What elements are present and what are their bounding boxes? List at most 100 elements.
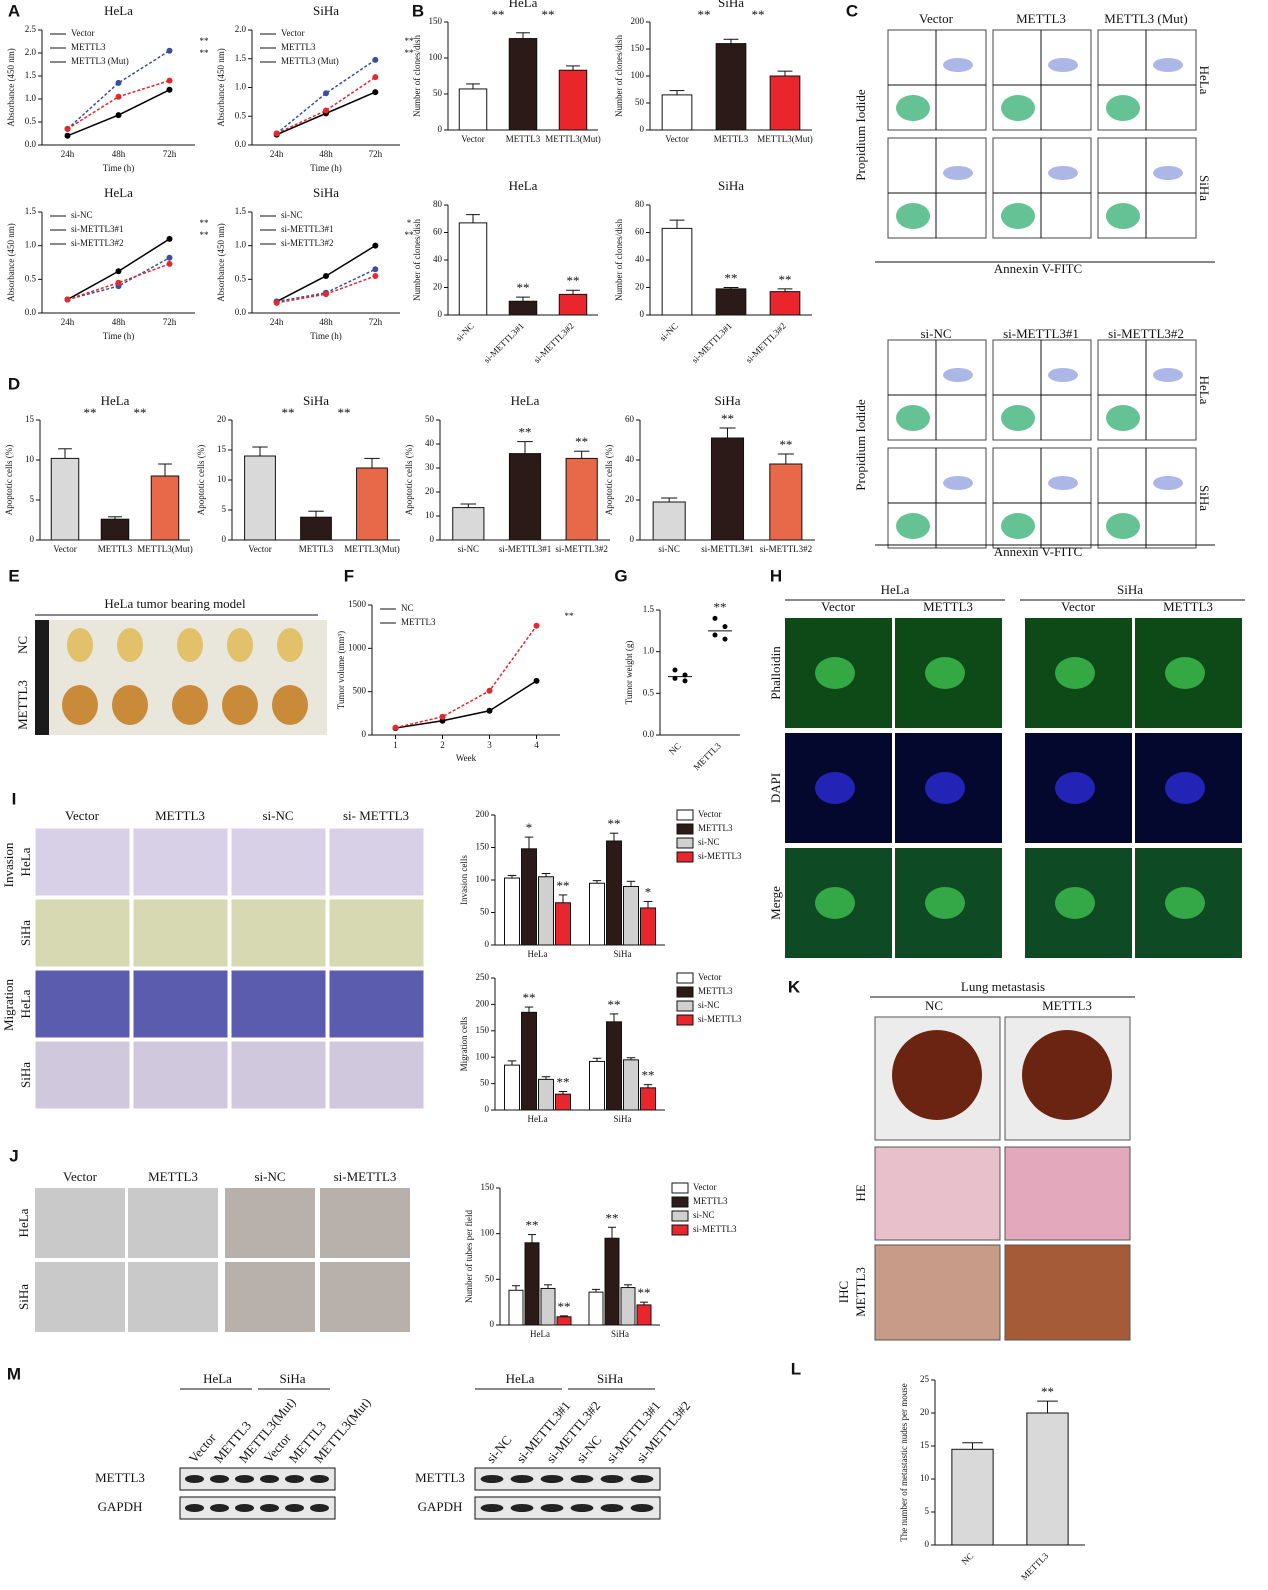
group-label: HeLa <box>506 1371 535 1386</box>
row-label: IHC <box>836 1281 851 1303</box>
y-tick-label: 20 <box>217 414 227 424</box>
series-line <box>67 79 170 130</box>
band <box>210 1475 229 1483</box>
cell-cloud <box>1153 166 1183 180</box>
y-tick-label: 5 <box>30 494 35 504</box>
y-tick-label: 0 <box>640 124 645 134</box>
cell-cloud <box>1153 368 1183 382</box>
y-tick-label: 1.0 <box>235 82 247 92</box>
y-tick-label: 200 <box>631 16 645 26</box>
point <box>372 272 379 279</box>
point <box>323 291 329 298</box>
point <box>64 125 71 132</box>
legend-swatch <box>676 1014 694 1026</box>
legend-label: METTL3 <box>698 823 733 833</box>
group-label: SiHa <box>1117 582 1143 597</box>
bar <box>623 1059 639 1111</box>
band <box>260 1475 279 1483</box>
bar <box>715 43 747 131</box>
y-axis-label: The number of metastastic nudes per mous… <box>899 1383 909 1541</box>
bar <box>556 1316 572 1326</box>
y-tick-label: 150 <box>476 842 490 852</box>
x-tick-label: 1 <box>393 740 398 750</box>
x-tick-label: 4 <box>534 740 539 750</box>
y-tick-label: 80 <box>433 199 443 209</box>
cell-cloud <box>1106 95 1140 121</box>
tumor <box>117 628 143 662</box>
x-tick-label: 48h <box>112 317 126 327</box>
panel-letter: E <box>8 566 19 585</box>
x-axis-label: Time (h) <box>103 331 134 341</box>
x-tick-label: 24h <box>61 149 75 159</box>
y-tick-label: 20 <box>635 282 645 292</box>
bar <box>769 291 801 316</box>
cell-cloud <box>896 95 930 121</box>
y-tick-label: 80 <box>635 199 645 209</box>
significance: ** <box>642 1068 655 1083</box>
x-tick-label: 48h <box>319 149 333 159</box>
bar <box>951 1448 994 1546</box>
y-axis-label: Migration cells <box>459 1016 469 1071</box>
y-tick-label: 1500 <box>348 599 367 609</box>
x-tick-label: si-METTL3#2 <box>555 544 608 554</box>
y-tick-label: 0.5 <box>643 687 655 697</box>
tumor <box>277 628 303 662</box>
series-line <box>395 680 537 729</box>
x-axis-label: Annexin V-FITC <box>994 544 1082 559</box>
legend-label: si-NC <box>698 837 720 847</box>
transwell-image <box>132 969 229 1039</box>
significance: ** <box>575 434 588 449</box>
column-label: si-METTL3 <box>334 1169 397 1184</box>
column-label: METTL3 <box>155 808 205 823</box>
y-tick-label: 0 <box>640 309 645 319</box>
row-label: HeLa <box>18 989 33 1018</box>
y-tick-label: 0 <box>485 1104 490 1114</box>
y-tick-label: 10 <box>920 1473 930 1483</box>
chart-title: SiHa <box>313 3 339 18</box>
protein-label: GAPDH <box>418 1499 463 1514</box>
x-tick-label: METTL3 <box>1019 1550 1051 1582</box>
y-tick-label: 0.0 <box>25 307 37 317</box>
legend-swatch <box>671 1210 689 1222</box>
bar <box>100 518 130 541</box>
cell <box>815 657 855 689</box>
y-axis-label: Tumor volume (mm³) <box>336 631 346 709</box>
cell <box>1165 657 1205 689</box>
x-tick-label: 3 <box>487 740 492 750</box>
cell-cloud <box>943 166 973 180</box>
significance: ** <box>567 273 580 288</box>
y-tick-label: 30 <box>425 462 435 472</box>
point <box>166 86 173 93</box>
significance: ** <box>725 270 738 285</box>
chart-title: HeLa <box>509 0 538 10</box>
y-tick-label: 10 <box>217 474 227 484</box>
band <box>480 1475 504 1483</box>
lung <box>892 1030 982 1120</box>
band <box>540 1475 564 1483</box>
protein-label: METTL3 <box>415 1470 465 1485</box>
significance: * <box>645 884 652 899</box>
legend-swatch <box>676 851 694 863</box>
legend-label: si-METTL3#2 <box>281 238 334 248</box>
y-tick-label: 50 <box>433 88 443 98</box>
x-tick-label: Vector <box>248 544 272 554</box>
column-label: METTL3 <box>1042 998 1092 1013</box>
legend-swatch <box>676 972 694 984</box>
point <box>166 254 173 261</box>
bar <box>769 463 803 541</box>
x-tick-label: METTL3(Mut) <box>545 134 601 144</box>
legend-label: METTL3 <box>71 42 106 52</box>
chart-title: SiHa <box>715 393 741 408</box>
row-label: SiHa <box>16 1284 31 1310</box>
band <box>630 1475 654 1483</box>
band <box>510 1504 534 1512</box>
x-tick-label: 48h <box>319 317 333 327</box>
x-tick-label: METTL3 <box>506 134 541 144</box>
significance: ** <box>779 272 792 287</box>
legend-label: si-METTL3#1 <box>281 224 334 234</box>
y-tick-label: 50 <box>480 1078 490 1088</box>
bar <box>540 1287 556 1326</box>
bar <box>558 69 588 131</box>
cell-cloud <box>1048 368 1078 382</box>
point <box>115 93 122 100</box>
